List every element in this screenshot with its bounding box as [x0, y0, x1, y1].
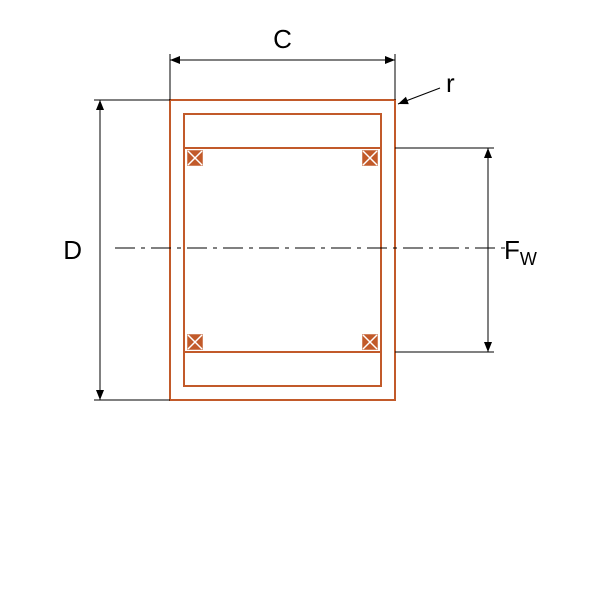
dim-label-r: r — [446, 68, 455, 98]
roller-top — [184, 114, 381, 148]
dim-label-C: C — [273, 24, 292, 54]
roller-bottom — [184, 352, 381, 386]
bearing-cross-section-diagram: C D FW r — [0, 0, 600, 600]
dim-label-Fw: FW — [504, 235, 537, 269]
dim-label-D: D — [63, 235, 82, 265]
